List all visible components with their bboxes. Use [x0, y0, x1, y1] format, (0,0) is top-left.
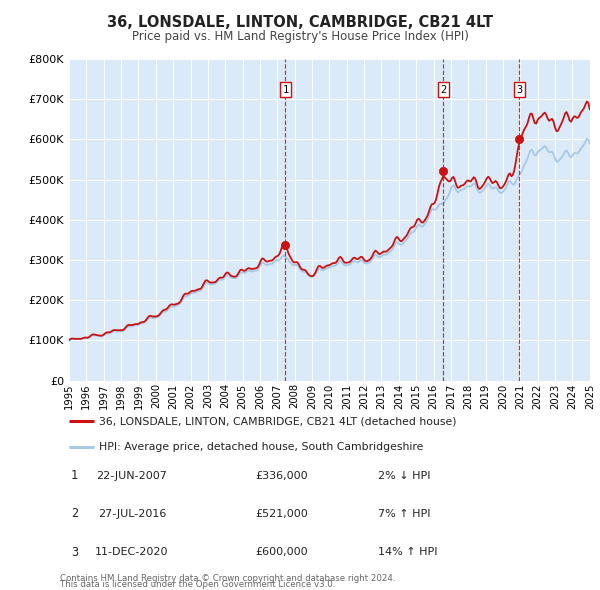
Text: £600,000: £600,000 [256, 548, 308, 557]
Text: 7% ↑ HPI: 7% ↑ HPI [378, 509, 431, 519]
Text: 2% ↓ HPI: 2% ↓ HPI [378, 471, 431, 480]
Text: 2: 2 [440, 84, 446, 94]
Text: 14% ↑ HPI: 14% ↑ HPI [378, 548, 437, 557]
Text: 11-DEC-2020: 11-DEC-2020 [95, 548, 169, 557]
Text: £336,000: £336,000 [256, 471, 308, 480]
Text: £521,000: £521,000 [256, 509, 308, 519]
Text: 2: 2 [71, 507, 78, 520]
Text: 3: 3 [71, 546, 78, 559]
Text: Price paid vs. HM Land Registry's House Price Index (HPI): Price paid vs. HM Land Registry's House … [131, 30, 469, 43]
Text: Contains HM Land Registry data © Crown copyright and database right 2024.: Contains HM Land Registry data © Crown c… [60, 574, 395, 583]
Text: 36, LONSDALE, LINTON, CAMBRIDGE, CB21 4LT: 36, LONSDALE, LINTON, CAMBRIDGE, CB21 4L… [107, 15, 493, 30]
Text: 22-JUN-2007: 22-JUN-2007 [97, 471, 167, 480]
Text: 3: 3 [517, 84, 523, 94]
Text: HPI: Average price, detached house, South Cambridgeshire: HPI: Average price, detached house, Sout… [100, 441, 424, 451]
Text: 36, LONSDALE, LINTON, CAMBRIDGE, CB21 4LT (detached house): 36, LONSDALE, LINTON, CAMBRIDGE, CB21 4L… [100, 417, 457, 427]
Text: 1: 1 [71, 469, 78, 482]
Text: 27-JUL-2016: 27-JUL-2016 [98, 509, 166, 519]
Text: This data is licensed under the Open Government Licence v3.0.: This data is licensed under the Open Gov… [60, 581, 335, 589]
Text: 1: 1 [283, 84, 289, 94]
